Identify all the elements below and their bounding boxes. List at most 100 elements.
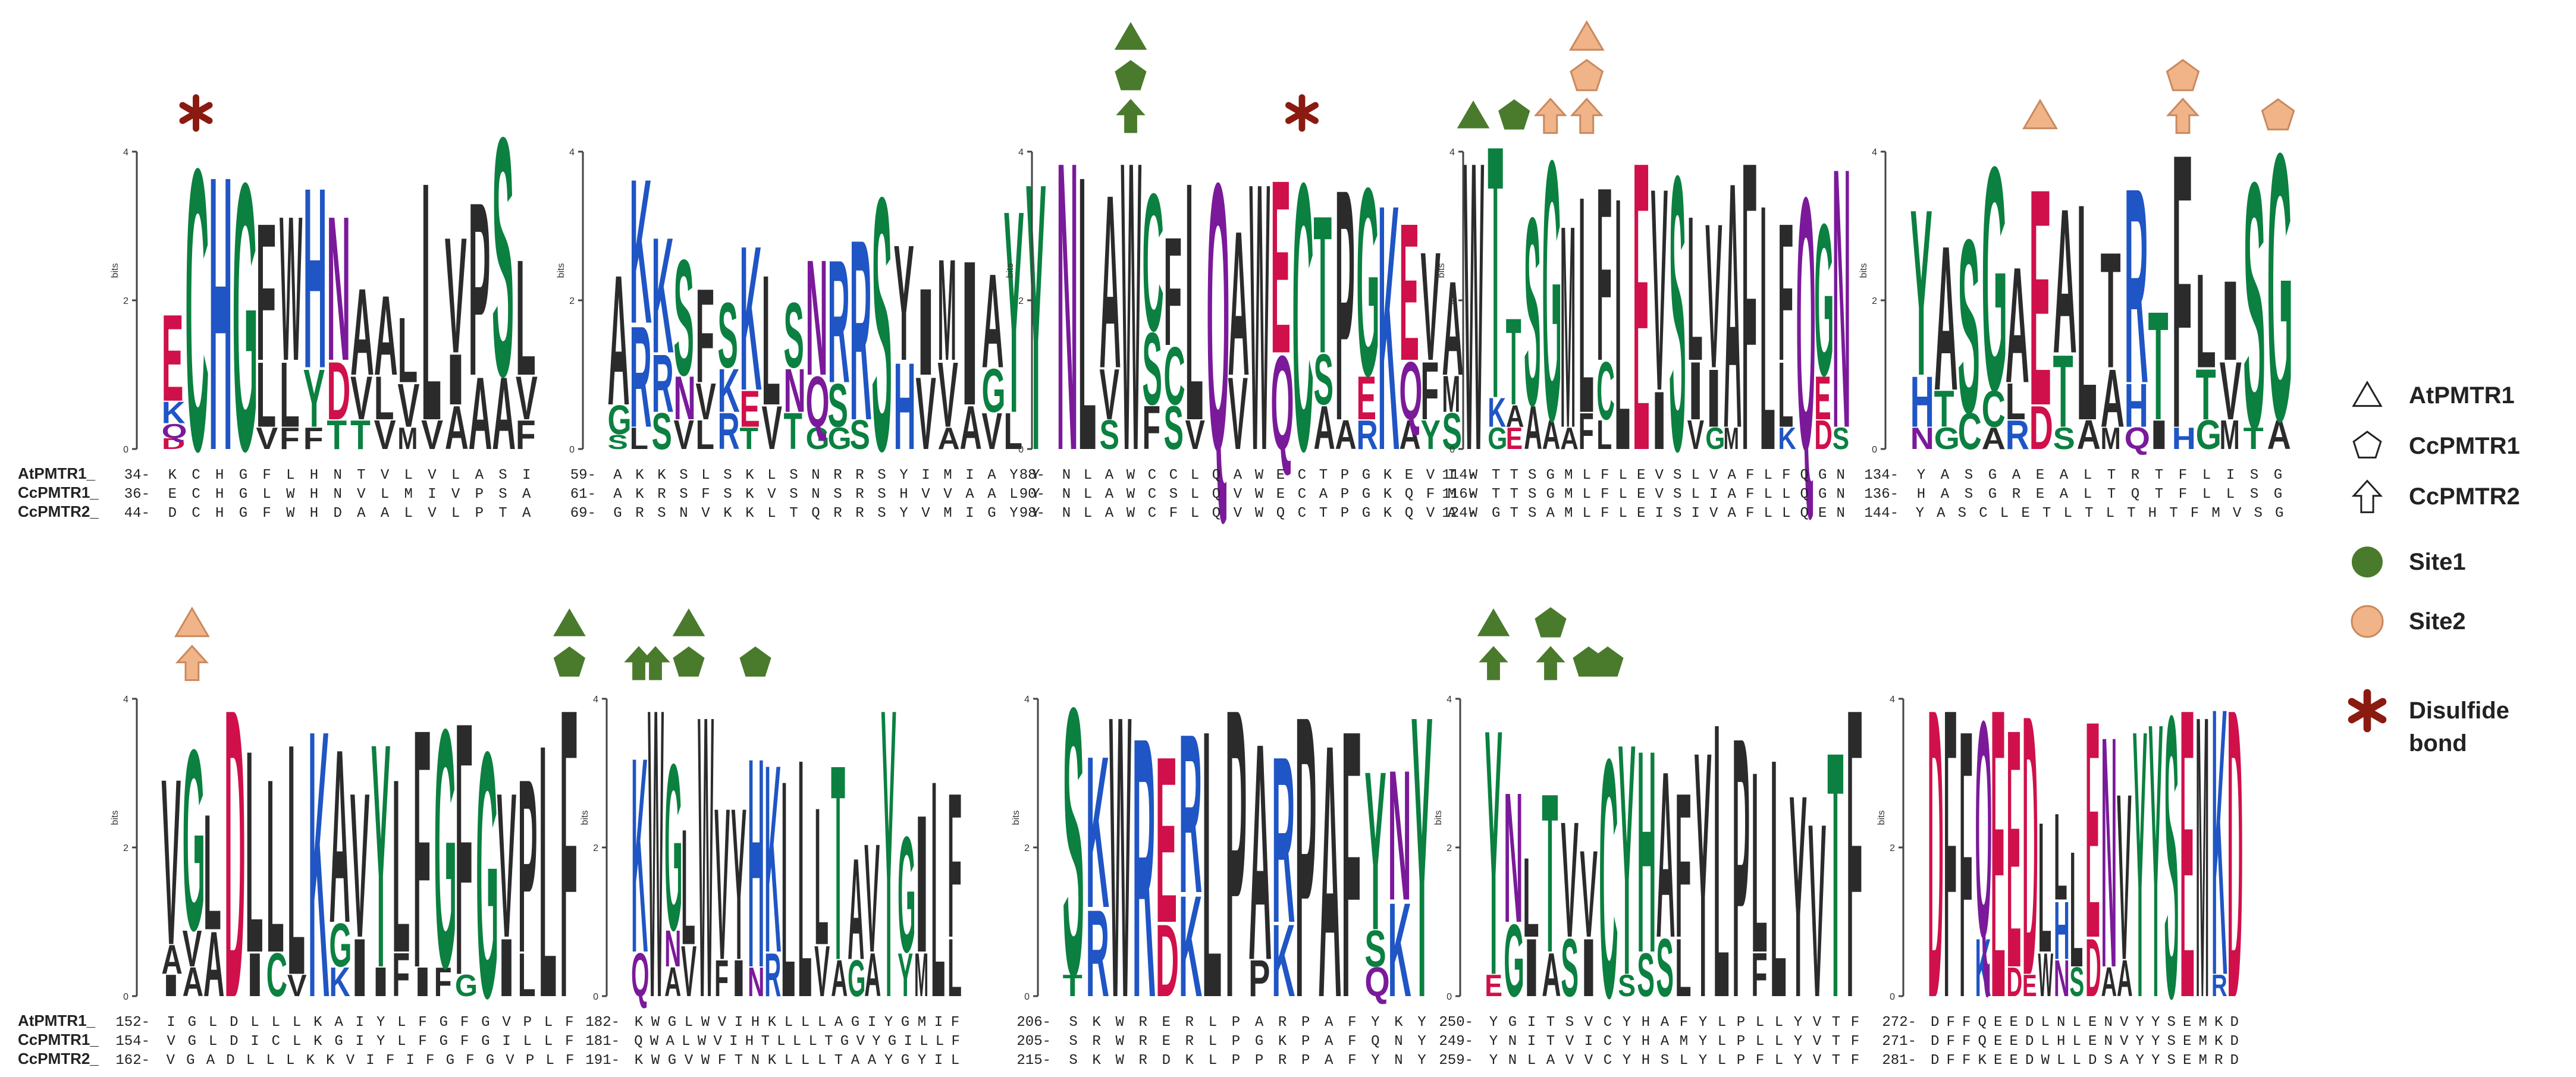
sequence-residue: L bbox=[1583, 505, 1591, 522]
residue-i: I bbox=[497, 922, 516, 1014]
site1-triangle-icon bbox=[1477, 608, 1510, 636]
sequence-residue: T bbox=[2155, 486, 2163, 503]
sequence-residue: T bbox=[2042, 505, 2051, 522]
residue-y: Y bbox=[1910, 161, 1932, 425]
sequence-residue: M bbox=[918, 1015, 926, 1031]
sequence-residue: F bbox=[2179, 467, 2187, 483]
residue-d: D bbox=[2227, 623, 2244, 1077]
sequence-start: 249- bbox=[1439, 1034, 1473, 1050]
sequence-residue: F bbox=[1601, 486, 1609, 503]
sequence-residue: P bbox=[1301, 1015, 1310, 1031]
logo-column: G bbox=[233, 103, 258, 530]
sequence-residue: F bbox=[1851, 1015, 1859, 1031]
sequence-residue: L bbox=[936, 1034, 944, 1050]
sequence-residue: S bbox=[2250, 467, 2258, 483]
sequence-residue: M bbox=[1680, 1034, 1688, 1050]
species-row-label: CcPMTR2_ bbox=[18, 503, 99, 520]
logo-column: EAT bbox=[1506, 293, 1524, 457]
y-tick-label: 2 bbox=[1890, 843, 1895, 853]
sequence-residue: Q bbox=[1212, 505, 1220, 522]
residue-r: R bbox=[651, 338, 673, 430]
sequence-residue: S bbox=[877, 467, 886, 483]
site1-arrow-icon bbox=[1479, 646, 1508, 680]
sequence-residue: E bbox=[2036, 467, 2044, 483]
residue-a: A bbox=[664, 959, 681, 1005]
site-marker bbox=[1570, 98, 1604, 134]
residue-g: G bbox=[2267, 73, 2293, 501]
residue-t: T bbox=[2053, 334, 2073, 449]
sequence-residue: L bbox=[1718, 1034, 1726, 1050]
sequence-residue: W bbox=[651, 1053, 660, 1069]
residue-k: K bbox=[162, 395, 186, 430]
residue-y: Y bbox=[898, 940, 913, 1010]
sequence-residue: L bbox=[1764, 486, 1772, 503]
residue-a: A bbox=[1313, 394, 1335, 463]
residue-a: A bbox=[2006, 234, 2029, 417]
sequence-residue: L bbox=[1782, 505, 1790, 522]
sequence-residue: I bbox=[167, 1015, 175, 1031]
sequence-residue: L bbox=[682, 1034, 690, 1050]
residue-v: V bbox=[445, 204, 467, 388]
logo-column: VGA bbox=[981, 246, 1005, 460]
logo-column: M bbox=[2196, 632, 2210, 1077]
sequence-residue: A bbox=[613, 467, 622, 483]
sequence-residue: P bbox=[475, 505, 484, 522]
sequence-residue: F bbox=[386, 1053, 394, 1069]
sequence-residue: C bbox=[1169, 467, 1178, 483]
sequence-residue: L bbox=[2106, 505, 2114, 522]
logo-column: P bbox=[1295, 632, 1316, 1077]
residue-l: L bbox=[1713, 642, 1729, 1077]
residue-p: P bbox=[518, 727, 538, 1004]
logo-column: GTA bbox=[1934, 203, 1960, 456]
residue-y: Y bbox=[1618, 674, 1636, 1044]
residue-l: L bbox=[1579, 133, 1594, 478]
y-axis-label: bits bbox=[1859, 263, 1869, 278]
logo-column: W bbox=[648, 623, 664, 1077]
sequence-residue: D bbox=[2088, 1053, 2097, 1069]
logo-column: IY bbox=[371, 677, 391, 1034]
logo-column: DE bbox=[2085, 657, 2101, 1014]
sequence-residue: V bbox=[713, 1034, 722, 1050]
residue-s: S bbox=[673, 226, 694, 410]
residue-s: S bbox=[2244, 108, 2266, 501]
sequence-residue: A bbox=[2120, 1053, 2129, 1069]
logo-column: AVG bbox=[183, 696, 205, 1005]
residue-h: H bbox=[748, 696, 764, 1031]
y-axis-label: bits bbox=[1005, 263, 1015, 278]
logo-column: W bbox=[1109, 632, 1132, 1077]
residue-g: G bbox=[664, 715, 682, 980]
y-axis-label: bits bbox=[110, 811, 120, 825]
residue-f: F bbox=[2172, 72, 2192, 510]
sequence-start: 124- bbox=[1442, 505, 1476, 522]
residue-a: A bbox=[2053, 165, 2077, 396]
residue-a: A bbox=[161, 937, 182, 982]
sequence-residue: G bbox=[334, 1034, 343, 1050]
residue-s: S bbox=[1364, 920, 1386, 978]
residue-r: R bbox=[764, 940, 781, 1010]
y-tick-label: 4 bbox=[569, 147, 575, 158]
residue-a: A bbox=[981, 246, 1003, 395]
logo-column: MI bbox=[914, 775, 930, 1010]
sequence-residue: H bbox=[215, 505, 224, 522]
sequence-start: 206- bbox=[1016, 1015, 1051, 1031]
residue-l: L bbox=[280, 343, 300, 447]
logo-column: P bbox=[1732, 660, 1750, 1075]
sequence-residue: Y bbox=[872, 1034, 880, 1050]
sequence-residue: A bbox=[1728, 467, 1737, 483]
logo-column: N bbox=[1056, 76, 1078, 537]
residue-i: I bbox=[245, 940, 264, 1009]
sequence-residue: L bbox=[2202, 486, 2211, 503]
sequence-residue: K bbox=[1383, 505, 1392, 522]
residue-q: Q bbox=[1206, 103, 1229, 530]
residue-d: D bbox=[162, 435, 186, 453]
residue-p: P bbox=[469, 150, 491, 427]
residue-c: C bbox=[1142, 152, 1163, 372]
sequence-residue: A bbox=[965, 486, 974, 503]
sequence-residue: Q bbox=[1800, 486, 1809, 503]
residue-k: K bbox=[1086, 711, 1109, 953]
residue-e: E bbox=[1356, 364, 1376, 433]
residue-y: Y bbox=[1364, 724, 1386, 978]
sequence-residue: T bbox=[1492, 467, 1500, 483]
